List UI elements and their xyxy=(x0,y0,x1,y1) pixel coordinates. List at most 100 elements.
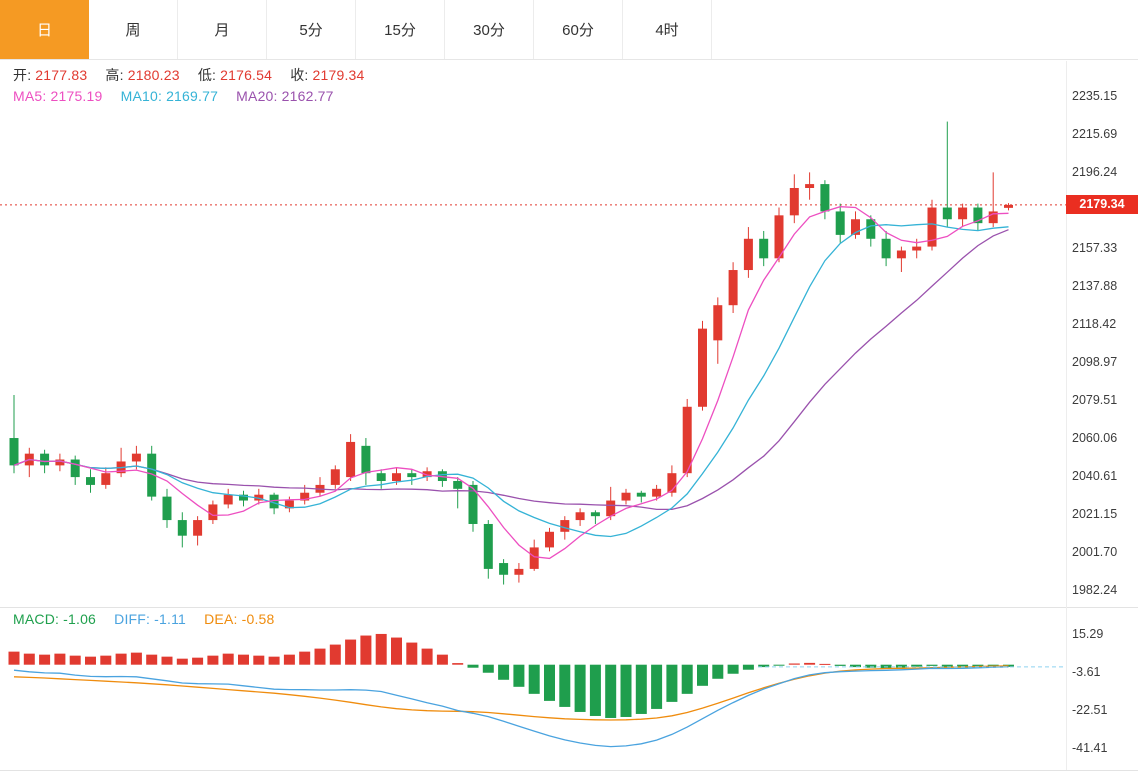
candlestick xyxy=(606,500,616,517)
macd-bar xyxy=(727,664,739,674)
macd-bar xyxy=(360,635,372,665)
macd-bar xyxy=(635,664,647,714)
diff-line xyxy=(13,666,1009,748)
macd-bar xyxy=(375,633,387,665)
macd-bar xyxy=(651,664,663,709)
price-axis-label: 2098.97 xyxy=(1072,355,1117,369)
candlestick xyxy=(269,494,279,509)
candlestick xyxy=(223,494,233,505)
timeframe-tab-周[interactable]: 周 xyxy=(89,0,178,59)
macd-bar xyxy=(513,664,525,687)
macd-axis-label: 15.29 xyxy=(1072,627,1103,641)
ohlc-readout: 开: 2177.83 高: 2180.23 低: 2176.54 收: 2179.34 xyxy=(13,67,379,84)
macd-bar xyxy=(850,664,861,668)
candlestick xyxy=(805,184,815,188)
macd-bar xyxy=(911,664,923,667)
open-label: 开: xyxy=(13,67,32,83)
close-value: 2179.34 xyxy=(312,67,365,83)
candlestick xyxy=(927,207,937,247)
candlestick xyxy=(636,492,646,497)
candlestick xyxy=(820,184,830,212)
candlestick xyxy=(1004,204,1013,208)
macd-bar xyxy=(299,651,311,665)
candlestick xyxy=(361,445,371,474)
timeframe-tab-日[interactable]: 日 xyxy=(0,0,89,59)
timeframe-tab-5分[interactable]: 5分 xyxy=(267,0,356,59)
macd-bar xyxy=(421,648,433,665)
ma5-value: 2175.19 xyxy=(50,88,103,104)
price-axis-label: 2021.15 xyxy=(1072,507,1117,521)
ma10-line xyxy=(13,223,1009,538)
macd-bar xyxy=(8,651,20,665)
dea-line xyxy=(13,665,1009,721)
macd-bar xyxy=(176,658,188,665)
macd-bar xyxy=(238,654,249,665)
timeframe-tab-月[interactable]: 月 xyxy=(178,0,267,59)
timeframe-tab-15分[interactable]: 15分 xyxy=(356,0,445,59)
macd-bar xyxy=(482,664,494,673)
macd-bar xyxy=(941,664,953,668)
candlestick xyxy=(193,520,203,536)
macd-bar xyxy=(207,655,219,665)
macd-bar xyxy=(146,654,158,665)
ma10-value: 2169.77 xyxy=(166,88,219,104)
timeframe-tab-30分[interactable]: 30分 xyxy=(445,0,534,59)
candlestick xyxy=(835,211,845,235)
macd-bar xyxy=(69,655,81,665)
candlestick xyxy=(346,441,356,478)
candlestick xyxy=(942,207,952,220)
macd-bar xyxy=(742,664,754,670)
macd-axis-label: -22.51 xyxy=(1072,703,1107,717)
candlestick xyxy=(300,492,310,501)
candlestick xyxy=(162,496,172,521)
candlestick xyxy=(896,250,906,259)
candlestick xyxy=(988,211,998,224)
diff-value: -1.11 xyxy=(154,611,187,627)
candlestick xyxy=(407,473,417,478)
high-label: 高: xyxy=(105,67,124,83)
candlestick xyxy=(468,484,478,524)
macd-bar xyxy=(788,663,800,665)
candlestick xyxy=(147,453,157,497)
candlestick xyxy=(70,459,80,478)
candlestick xyxy=(239,494,248,501)
macd-bar xyxy=(528,664,540,694)
macd-bar xyxy=(222,653,234,665)
candlestick xyxy=(545,531,554,548)
candlestick xyxy=(652,488,662,497)
candlestick xyxy=(499,563,509,575)
macd-bar xyxy=(559,664,571,707)
candlestick xyxy=(759,238,769,259)
price-axis-label: 2060.06 xyxy=(1072,431,1117,445)
candlestick xyxy=(743,238,753,271)
candlestick xyxy=(713,305,723,341)
macd-bar xyxy=(620,664,632,717)
low-value: 2176.54 xyxy=(220,67,273,83)
price-axis-label: 2040.61 xyxy=(1072,469,1117,483)
price-axis-label: 2001.70 xyxy=(1072,545,1117,559)
candlestick xyxy=(590,512,600,517)
macd-bar xyxy=(406,642,418,665)
candlestick xyxy=(330,469,340,485)
diff-label: DIFF: xyxy=(114,611,151,627)
price-axis-label: 2235.15 xyxy=(1072,89,1117,103)
macd-axis-label: -3.61 xyxy=(1072,665,1101,679)
candlestick xyxy=(131,453,141,462)
candlestick xyxy=(698,328,707,407)
macd-bar xyxy=(452,663,464,665)
macd-bar xyxy=(498,664,510,680)
candlestick xyxy=(376,473,386,482)
macd-bar xyxy=(39,654,51,665)
candlestick xyxy=(866,219,876,239)
timeframe-tab-60分[interactable]: 60分 xyxy=(534,0,623,59)
candlestick xyxy=(177,520,187,536)
candlestick xyxy=(774,215,784,259)
timeframe-tab-4时[interactable]: 4时 xyxy=(623,0,712,59)
candlestick xyxy=(453,481,463,489)
candlestick xyxy=(621,492,631,501)
macd-bar xyxy=(253,655,265,665)
price-axis-label: 2196.24 xyxy=(1072,165,1117,179)
macd-bar xyxy=(115,653,127,665)
price-axis-label: 2215.69 xyxy=(1072,127,1117,141)
candlestick xyxy=(912,246,922,251)
